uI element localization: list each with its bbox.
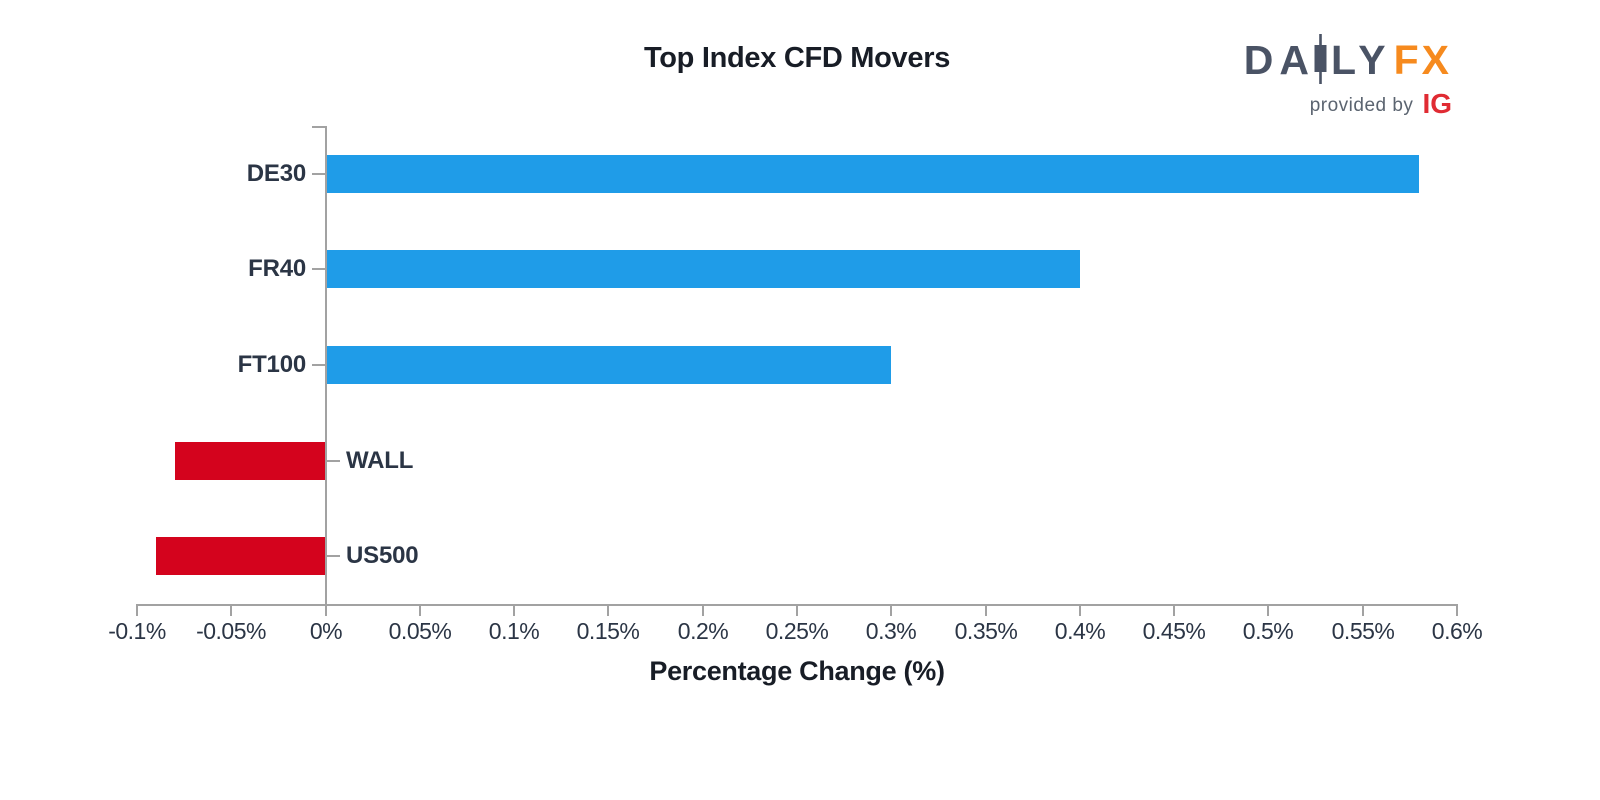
chart-title: Top Index CFD Movers (643, 42, 951, 74)
x-tick (419, 606, 421, 616)
category-tick-US500 (327, 555, 340, 557)
y-axis-line (325, 126, 327, 606)
bar-FR40 (327, 250, 1080, 288)
bar-DE30 (327, 155, 1419, 193)
provided-by-label: provided by (1309, 95, 1414, 116)
category-label-US500: US500 (346, 542, 419, 569)
x-tick (890, 606, 892, 616)
dailyfx-wordmark: DA LYFX (1244, 34, 1452, 84)
bar-WALL (175, 442, 325, 480)
x-tick (1362, 606, 1364, 616)
x-tick-label: 0.05% (388, 618, 452, 644)
category-tick-FT100 (312, 364, 325, 366)
bar-FT100 (327, 346, 891, 384)
x-tick (325, 606, 327, 616)
category-tick-FR40 (312, 268, 325, 270)
x-tick-label: 0.15% (576, 618, 640, 644)
x-tick-label: 0.35% (954, 618, 1018, 644)
x-tick-label: 0.55% (1331, 618, 1395, 644)
candlestick-icon (1314, 34, 1327, 84)
x-tick-label: -0.1% (108, 618, 166, 644)
category-tick-DE30 (312, 173, 325, 175)
x-tick (1079, 606, 1081, 616)
x-tick (796, 606, 798, 616)
x-tick-label: 0% (309, 618, 343, 644)
x-tick (1267, 606, 1269, 616)
logo-text-fx: FX (1393, 37, 1452, 83)
x-tick (1456, 606, 1458, 616)
logo-text-ly: LY (1330, 37, 1392, 83)
x-tick (1173, 606, 1175, 616)
category-label-FT100: FT100 (237, 351, 307, 378)
x-axis-title: Percentage Change (%) (649, 656, 945, 686)
category-label-DE30: DE30 (246, 160, 306, 187)
ig-logo-text: IG (1422, 88, 1452, 119)
x-tick (702, 606, 704, 616)
x-tick (136, 606, 138, 616)
bar-US500 (156, 537, 325, 575)
x-tick-label: -0.05% (196, 618, 266, 644)
x-tick-label: 0.2% (677, 618, 729, 644)
x-tick (230, 606, 232, 616)
x-tick-label: 0.6% (1431, 618, 1483, 644)
x-tick-label: 0.4% (1054, 618, 1106, 644)
x-tick (985, 606, 987, 616)
x-tick-label: 0.3% (865, 618, 917, 644)
dailyfx-logo: DA LYFX provided by IG (1244, 34, 1452, 118)
x-tick-label: 0.45% (1142, 618, 1206, 644)
x-tick-label: 0.1% (488, 618, 540, 644)
x-tick-label: 0.25% (765, 618, 829, 644)
category-tick-WALL (327, 460, 340, 462)
y-axis-top-cap-tick (312, 126, 325, 128)
logo-provided-by-row: provided by IG (1244, 90, 1452, 118)
category-label-FR40: FR40 (248, 255, 306, 282)
x-tick (513, 606, 515, 616)
x-tick (607, 606, 609, 616)
category-label-WALL: WALL (346, 447, 414, 474)
x-axis-line (136, 604, 1458, 606)
logo-text-da: DA (1243, 37, 1315, 83)
x-tick-label: 0.5% (1242, 618, 1294, 644)
